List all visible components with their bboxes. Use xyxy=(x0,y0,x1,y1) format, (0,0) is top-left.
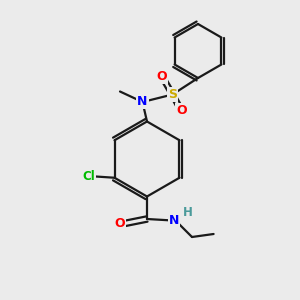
Text: Cl: Cl xyxy=(82,170,95,183)
Text: H: H xyxy=(183,206,192,219)
Text: N: N xyxy=(169,214,179,227)
Text: O: O xyxy=(157,70,167,83)
Text: S: S xyxy=(168,88,177,101)
Text: N: N xyxy=(137,95,148,109)
Text: O: O xyxy=(176,104,187,118)
Text: O: O xyxy=(115,217,125,230)
